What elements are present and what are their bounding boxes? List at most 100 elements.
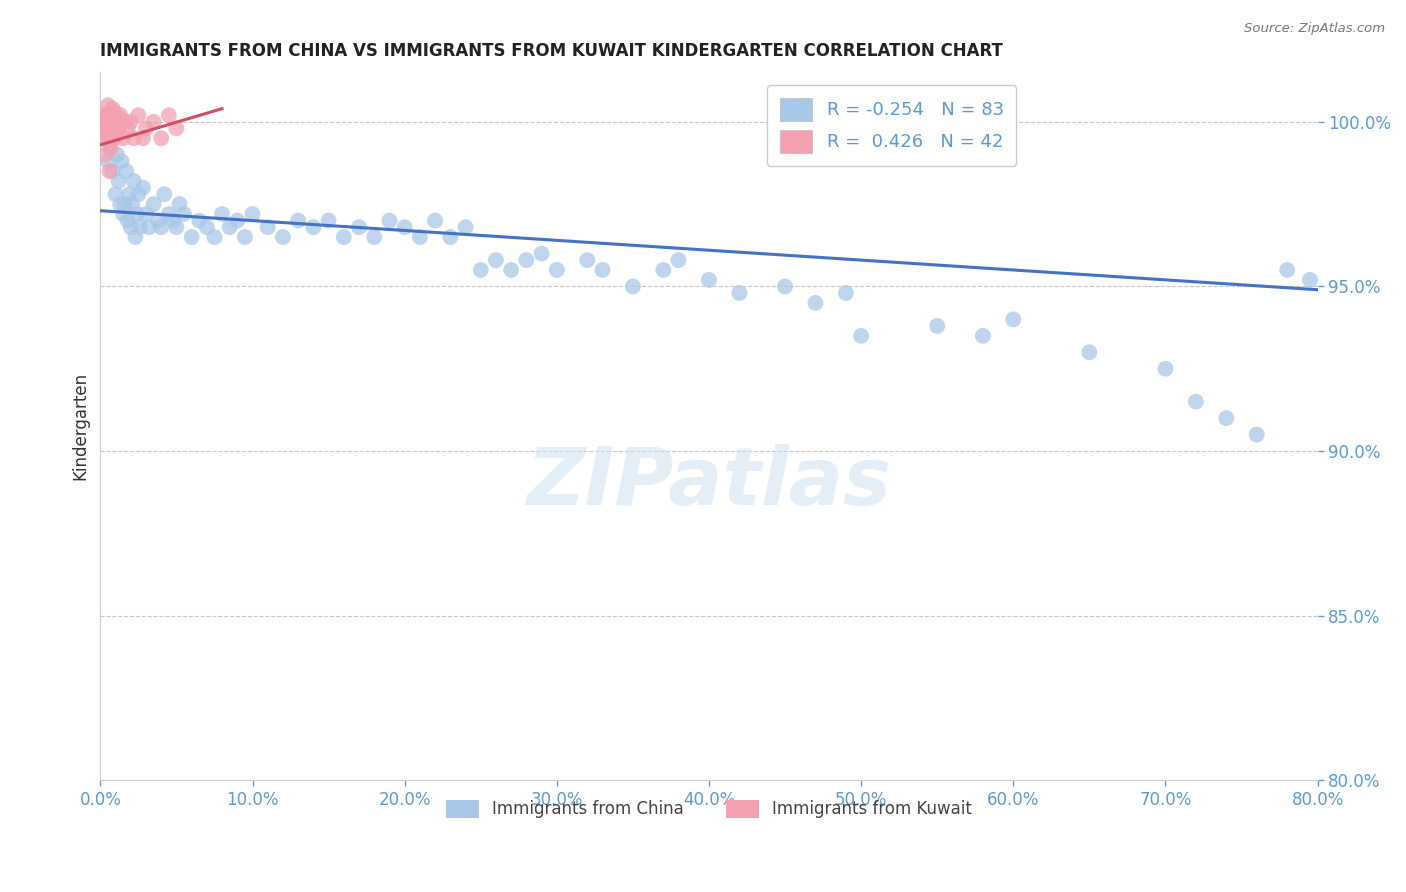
- Point: [96, 131, 118, 145]
- Point: [142, 197, 165, 211]
- Point: [117, 213, 139, 227]
- Point: [103, 115, 125, 129]
- Point: [218, 220, 240, 235]
- Point: [668, 253, 690, 268]
- Point: [256, 220, 278, 235]
- Point: [98, 164, 121, 178]
- Point: [363, 230, 385, 244]
- Point: [112, 207, 135, 221]
- Point: [652, 263, 675, 277]
- Point: [94, 115, 117, 129]
- Point: [129, 220, 152, 235]
- Point: [114, 115, 136, 129]
- Point: [98, 121, 121, 136]
- Point: [204, 230, 226, 244]
- Point: [501, 263, 523, 277]
- Point: [849, 328, 872, 343]
- Point: [162, 213, 184, 227]
- Point: [697, 273, 720, 287]
- Point: [94, 131, 117, 145]
- Point: [104, 131, 127, 145]
- Point: [233, 230, 256, 244]
- Point: [138, 220, 160, 235]
- Text: IMMIGRANTS FROM CHINA VS IMMIGRANTS FROM KUWAIT KINDERGARTEN CORRELATION CHART: IMMIGRANTS FROM CHINA VS IMMIGRANTS FROM…: [100, 42, 1004, 60]
- Point: [150, 131, 173, 145]
- Point: [226, 213, 249, 227]
- Point: [104, 108, 127, 122]
- Point: [135, 207, 157, 221]
- Point: [107, 121, 129, 136]
- Point: [302, 220, 325, 235]
- Text: ZIPatlas: ZIPatlas: [526, 444, 891, 522]
- Point: [394, 220, 416, 235]
- Point: [1002, 312, 1025, 326]
- Point: [111, 115, 134, 129]
- Point: [972, 328, 994, 343]
- Point: [1215, 411, 1237, 425]
- Point: [111, 154, 134, 169]
- Point: [470, 263, 492, 277]
- Point: [927, 318, 949, 333]
- Point: [104, 187, 127, 202]
- Point: [127, 187, 149, 202]
- Point: [378, 213, 401, 227]
- Point: [96, 108, 118, 122]
- Point: [107, 174, 129, 188]
- Point: [157, 207, 180, 221]
- Point: [347, 220, 370, 235]
- Point: [112, 131, 135, 145]
- Point: [120, 220, 142, 235]
- Point: [333, 230, 356, 244]
- Point: [100, 115, 122, 129]
- Point: [117, 121, 139, 136]
- Text: Source: ZipAtlas.com: Source: ZipAtlas.com: [1244, 22, 1385, 36]
- Point: [103, 121, 125, 136]
- Point: [1154, 361, 1177, 376]
- Point: [97, 98, 120, 112]
- Point: [318, 213, 340, 227]
- Point: [146, 213, 169, 227]
- Point: [439, 230, 461, 244]
- Point: [576, 253, 599, 268]
- Point: [409, 230, 432, 244]
- Point: [121, 197, 143, 211]
- Point: [211, 207, 233, 221]
- Point: [165, 121, 187, 136]
- Point: [97, 131, 120, 145]
- Point: [180, 230, 202, 244]
- Point: [271, 230, 294, 244]
- Point: [108, 197, 131, 211]
- Point: [105, 147, 128, 161]
- Point: [115, 164, 138, 178]
- Point: [132, 180, 155, 194]
- Point: [135, 121, 157, 136]
- Point: [97, 115, 120, 129]
- Point: [591, 263, 613, 277]
- Point: [101, 164, 124, 178]
- Point: [91, 115, 114, 129]
- Legend: Immigrants from China, Immigrants from Kuwait: Immigrants from China, Immigrants from K…: [439, 793, 979, 825]
- Point: [98, 108, 121, 122]
- Point: [530, 246, 553, 260]
- Point: [188, 213, 211, 227]
- Point: [242, 207, 264, 221]
- Point: [546, 263, 568, 277]
- Point: [98, 141, 121, 155]
- Point: [423, 213, 446, 227]
- Point: [169, 197, 191, 211]
- Point: [101, 102, 124, 116]
- Point: [515, 253, 537, 268]
- Point: [122, 174, 145, 188]
- Point: [118, 187, 141, 202]
- Point: [165, 220, 187, 235]
- Point: [93, 108, 115, 122]
- Point: [1275, 263, 1298, 277]
- Point: [120, 115, 142, 129]
- Point: [1246, 427, 1268, 442]
- Point: [195, 220, 218, 235]
- Point: [105, 115, 128, 129]
- Point: [621, 279, 644, 293]
- Point: [124, 230, 146, 244]
- Point: [96, 121, 118, 136]
- Point: [127, 108, 149, 122]
